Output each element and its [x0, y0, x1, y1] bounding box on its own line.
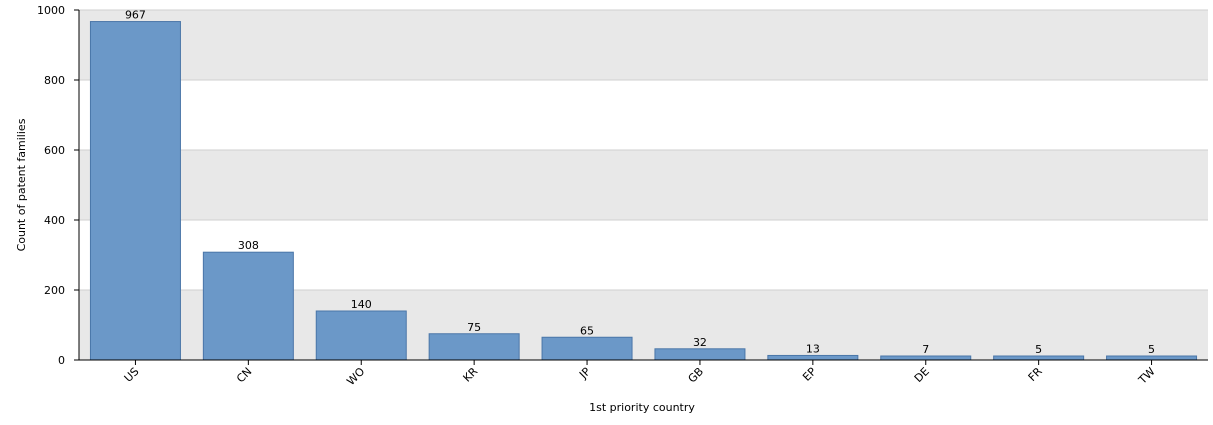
grid-bands	[79, 9, 1208, 360]
x-tick-label: JP	[576, 365, 593, 382]
axes-group	[78, 10, 1208, 361]
data-label: 140	[351, 298, 372, 311]
y-axis-title: Count of patent families	[15, 118, 28, 251]
x-tick-label: KR	[461, 365, 481, 385]
y-tick-label: 400	[44, 214, 65, 227]
bars-group	[89, 21, 1198, 361]
x-axis-title: 1st priority country	[589, 401, 695, 414]
x-tick-label: DE	[912, 365, 932, 385]
data-label: 5	[1035, 343, 1042, 356]
data-label: 13	[806, 342, 820, 355]
bar-cn[interactable]	[202, 251, 294, 361]
y-tick-label: 800	[44, 74, 65, 87]
bar-tw[interactable]	[1106, 355, 1198, 361]
bar-jp[interactable]	[541, 336, 633, 361]
data-label: 75	[467, 321, 481, 334]
data-label: 32	[693, 336, 707, 349]
bar-kr[interactable]	[428, 333, 520, 361]
data-label: 65	[580, 324, 594, 337]
x-tick-label: EP	[800, 365, 819, 384]
bar-fr[interactable]	[993, 355, 1085, 361]
y-ticks-group: 0 200 400 600 800 1000	[37, 4, 79, 367]
grid-band	[79, 150, 1208, 220]
data-label: 308	[238, 239, 259, 252]
data-label: 7	[922, 343, 929, 356]
x-ticks-group: US CN WO KR JP GB EP DE FR TW	[122, 360, 1158, 388]
data-label: 5	[1148, 343, 1155, 356]
x-tick-label: GB	[686, 365, 707, 386]
y-tick-label: 600	[44, 144, 65, 157]
bar-gb[interactable]	[654, 348, 746, 361]
x-tick-label: US	[122, 365, 142, 385]
x-tick-label: CN	[234, 365, 254, 385]
bar-de[interactable]	[880, 355, 972, 361]
bar-us[interactable]	[89, 21, 181, 361]
y-tick-label: 0	[58, 354, 65, 367]
grid-band	[79, 10, 1208, 80]
x-tick-label: WO	[344, 365, 367, 388]
x-tick-label: TW	[1135, 365, 1157, 387]
data-label: 967	[125, 9, 146, 22]
bar-wo[interactable]	[315, 310, 407, 361]
y-tick-label: 1000	[37, 4, 65, 17]
y-tick-label: 200	[44, 284, 65, 297]
x-tick-label: FR	[1026, 365, 1045, 384]
bar-ep[interactable]	[767, 354, 859, 361]
